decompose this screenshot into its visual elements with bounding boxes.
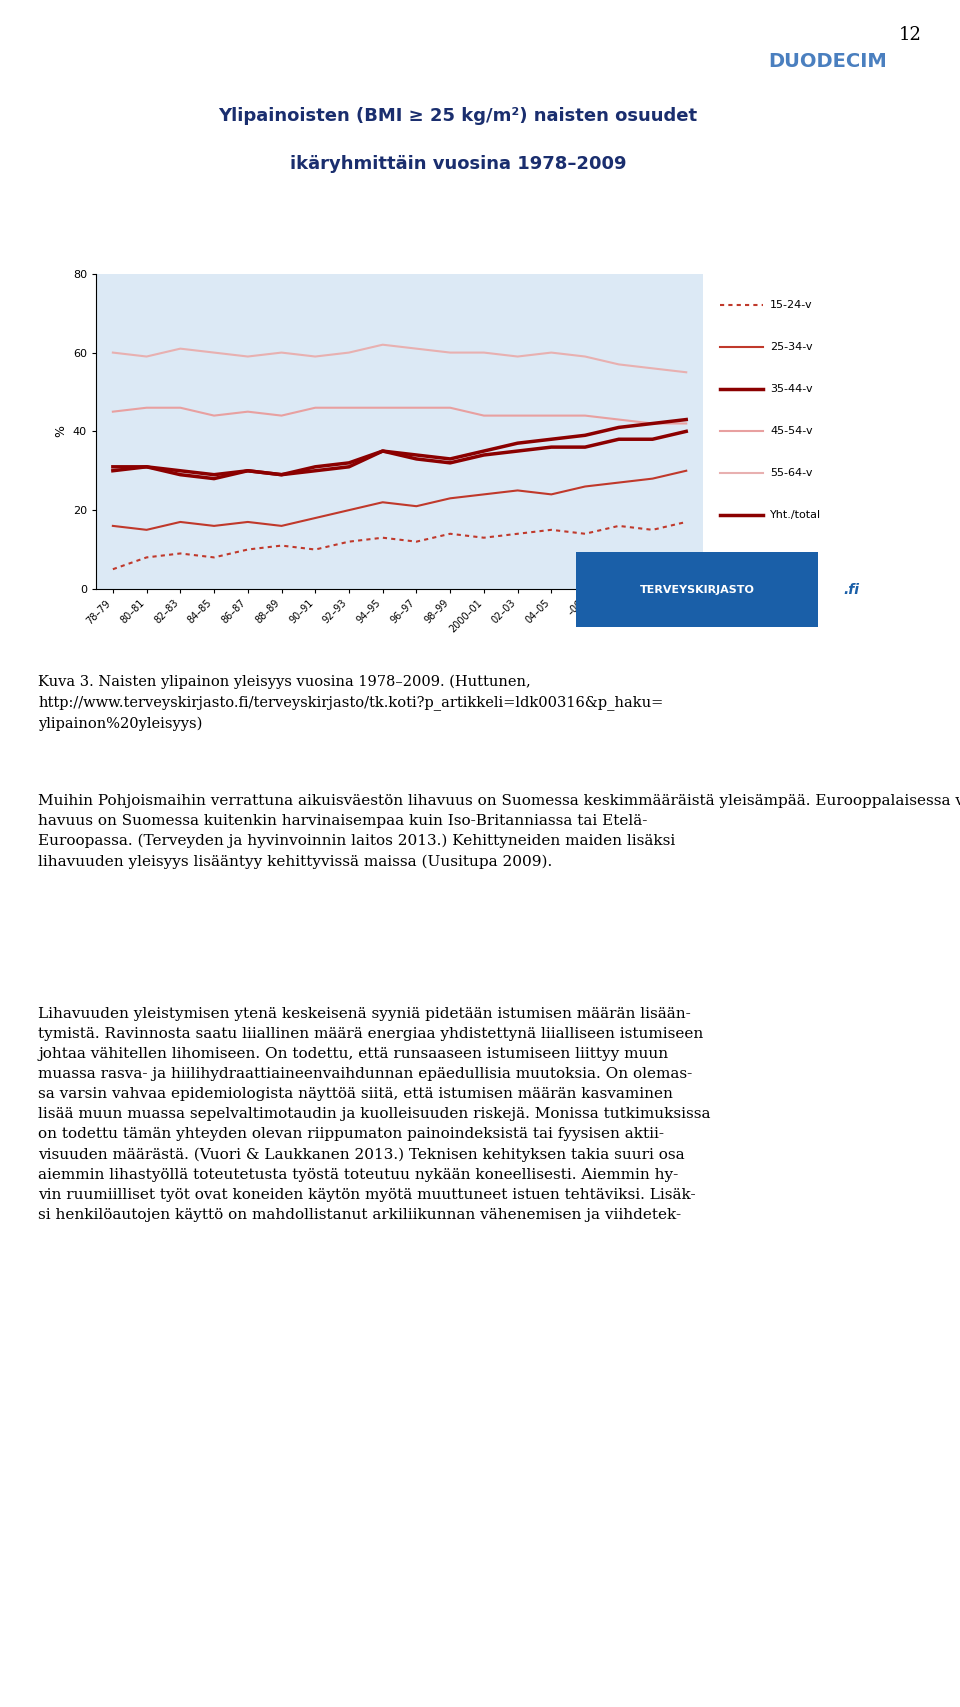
Text: DUODECIM: DUODECIM	[768, 53, 886, 72]
FancyBboxPatch shape	[576, 553, 818, 628]
Text: 25-34-v: 25-34-v	[770, 343, 813, 352]
Text: 45-54-v: 45-54-v	[770, 427, 813, 437]
Text: ikäryhmittäin vuosina 1978–2009: ikäryhmittäin vuosina 1978–2009	[290, 155, 626, 174]
Text: Yht./total: Yht./total	[770, 510, 822, 521]
Text: TERVEYSKIRJASTO: TERVEYSKIRJASTO	[639, 586, 755, 594]
Y-axis label: %: %	[55, 425, 67, 437]
Text: Muihin Pohjoismaihin verrattuna aikuisväestön lihavuus on Suomessa keskimmääräis: Muihin Pohjoismaihin verrattuna aikuisvä…	[38, 794, 960, 869]
Text: Kuva 3. Naisten ylipainon yleisyys vuosina 1978–2009. (Huttunen,
http://www.terv: Kuva 3. Naisten ylipainon yleisyys vuosi…	[38, 674, 663, 731]
Text: Ylipainoisten (BMI ≥ 25 kg/m²) naisten osuudet: Ylipainoisten (BMI ≥ 25 kg/m²) naisten o…	[219, 108, 698, 125]
Text: 35-44-v: 35-44-v	[770, 384, 813, 394]
Text: 12: 12	[899, 26, 922, 44]
Text: 15-24-v: 15-24-v	[770, 300, 813, 311]
Text: 55-64-v: 55-64-v	[770, 468, 813, 478]
Text: Lihavuuden yleistymisen ytenä keskeisenä syyniä pidetään istumisen määrän lisään: Lihavuuden yleistymisen ytenä keskeisenä…	[38, 1007, 711, 1222]
Text: .fi: .fi	[844, 582, 859, 597]
